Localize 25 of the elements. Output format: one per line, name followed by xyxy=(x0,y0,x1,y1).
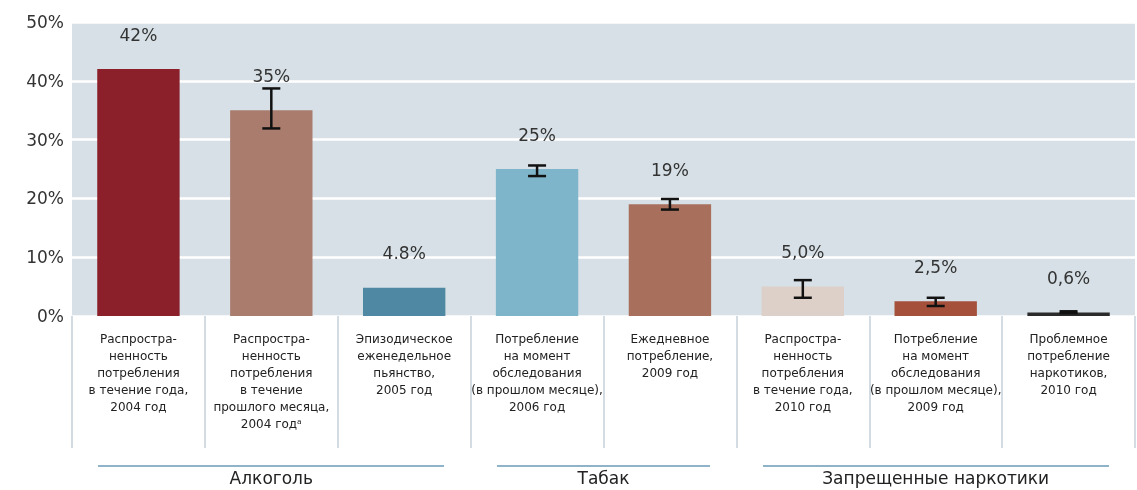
y-tick-label: 10% xyxy=(26,247,64,268)
x-tick-label: Распростра- ненность потребления в течение года, 2010 год xyxy=(752,331,853,414)
data-label: 25% xyxy=(518,124,556,145)
x-tick-label: Ежедневное потребление, 2009 год xyxy=(626,331,714,380)
data-label: 35% xyxy=(252,65,291,86)
x-tick-label: Распростра- ненность потребления в течение года, 2004 год xyxy=(88,331,189,414)
x-tick-label: Проблемное потребление наркотиков, 2010 год xyxy=(1027,331,1110,397)
text: Запрещенные наркотики xyxy=(822,468,1050,488)
y-tick-label: 0% xyxy=(37,306,64,326)
y-tick-label: 40% xyxy=(26,70,64,91)
x-tick-label: Эпизодическое еженедельное пьянство, 2005 год xyxy=(355,331,453,397)
x-tick-label: Потребление на момент обследования (в прошлом месяце), 2009 год xyxy=(869,331,1002,414)
y-tick-label: 50% xyxy=(26,12,64,32)
data-label: 0,6% xyxy=(1046,267,1091,288)
data-label: 4.8% xyxy=(382,243,426,264)
data-label: 5,0% xyxy=(781,242,825,263)
text: Табак xyxy=(577,468,630,488)
x-tick-label: Потребление на момент обследования (в прошлом месяце), 2006 год xyxy=(471,331,603,414)
y-tick-label: 30% xyxy=(26,129,64,150)
y-tick-label: 20% xyxy=(26,188,64,209)
data-label: 2,5% xyxy=(914,256,958,277)
data-label: 42% xyxy=(119,24,158,45)
x-tick-label: Распростра- ненность потребления в течение прошлого месяца, 2004 годᵃ xyxy=(213,331,330,431)
data-label: 19% xyxy=(651,159,689,180)
text: Алкоголь xyxy=(229,468,314,488)
